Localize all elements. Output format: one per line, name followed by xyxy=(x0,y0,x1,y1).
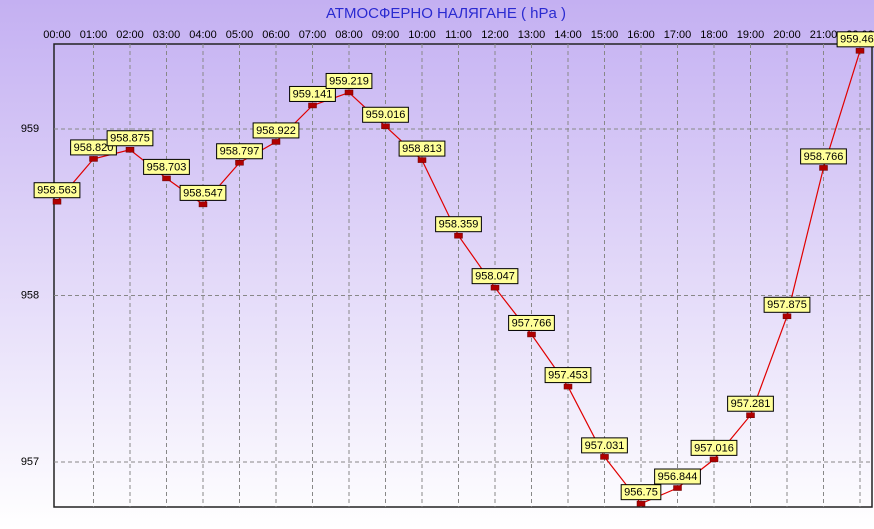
value-label-box xyxy=(654,468,701,485)
data-point xyxy=(381,123,390,130)
value-label: 959.016 xyxy=(366,109,406,121)
y-tick-label: 957 xyxy=(21,456,39,468)
data-point xyxy=(527,331,536,338)
data-point xyxy=(162,175,171,182)
value-label-box xyxy=(763,296,811,313)
data-point xyxy=(52,198,62,205)
data-point xyxy=(125,147,135,153)
value-label-box xyxy=(106,130,154,147)
value-label: 958.797 xyxy=(220,146,260,158)
value-label-box xyxy=(690,439,738,456)
value-label-box xyxy=(252,122,300,139)
value-label: 958.047 xyxy=(475,271,515,283)
value-label-box xyxy=(398,140,446,157)
value-label: 956.844 xyxy=(658,471,698,483)
value-label: 958.813 xyxy=(402,143,442,155)
x-tick-label: 19:00 xyxy=(737,29,765,41)
x-tick-label: 10:00 xyxy=(408,29,436,41)
data-point xyxy=(636,500,646,507)
value-label-box xyxy=(289,85,336,102)
value-label-box xyxy=(544,367,592,384)
value-label-box xyxy=(471,268,519,285)
x-tick-label: 16:00 xyxy=(627,29,655,41)
x-tick-label: 17:00 xyxy=(664,29,692,41)
plot-frame xyxy=(53,43,873,508)
data-point xyxy=(709,456,719,463)
data-point xyxy=(89,156,98,162)
value-label-box xyxy=(508,314,555,331)
chart-title: АТМОСФЕРНО НАЛЯГАНЕ ( hPa ) xyxy=(326,5,566,22)
value-label: 957.031 xyxy=(585,440,625,452)
value-label-box xyxy=(727,395,774,412)
value-label: 959.469 xyxy=(840,34,874,46)
value-label: 957.875 xyxy=(767,299,807,311)
value-label: 957.766 xyxy=(512,317,552,329)
x-tick-label: 06:00 xyxy=(262,29,290,41)
value-label: 958.547 xyxy=(183,187,223,199)
x-tick-label: 14:00 xyxy=(554,29,582,41)
data-point xyxy=(454,232,463,239)
x-tick-label: 03:00 xyxy=(153,29,181,41)
x-tick-label: 05:00 xyxy=(226,29,254,41)
x-tick-label: 12:00 xyxy=(481,29,509,41)
data-point xyxy=(782,313,792,320)
data-point xyxy=(563,383,573,390)
data-point xyxy=(417,157,427,163)
value-label: 958.820 xyxy=(74,142,114,154)
value-label-box xyxy=(179,184,227,201)
value-label-box xyxy=(216,143,263,160)
data-point xyxy=(490,284,500,291)
data-point xyxy=(746,412,755,418)
y-tick-label: 958 xyxy=(21,289,39,301)
value-label-box xyxy=(800,148,847,165)
value-label-box xyxy=(836,31,874,48)
value-label: 958.703 xyxy=(147,161,187,173)
x-tick-label: 00:00 xyxy=(43,29,71,41)
value-label: 958.359 xyxy=(439,219,479,231)
data-point xyxy=(344,89,354,96)
value-label: 958.875 xyxy=(110,133,150,145)
x-tick-label: 02:00 xyxy=(116,29,144,41)
value-label: 958.563 xyxy=(37,185,77,197)
value-label: 958.766 xyxy=(804,151,844,163)
value-label-box xyxy=(33,182,81,199)
value-label: 957.016 xyxy=(694,442,734,454)
value-label: 959.219 xyxy=(329,75,369,87)
x-tick-label: 01:00 xyxy=(80,29,108,41)
value-label-box xyxy=(435,216,482,233)
x-tick-label: 04:00 xyxy=(189,29,217,41)
data-point xyxy=(600,454,609,460)
value-label: 956.75 xyxy=(624,487,658,499)
value-label: 957.281 xyxy=(731,398,771,410)
x-tick-label: 20:00 xyxy=(773,29,801,41)
data-point xyxy=(235,159,244,166)
x-tick-label: 15:00 xyxy=(591,29,619,41)
value-label: 958.922 xyxy=(256,125,296,137)
data-point xyxy=(271,139,281,145)
x-tick-label: 13:00 xyxy=(518,29,546,41)
value-label-box xyxy=(581,437,628,454)
x-tick-label: 21:00 xyxy=(810,29,838,41)
x-tick-label: 09:00 xyxy=(372,29,400,41)
value-label-box xyxy=(620,484,662,501)
x-tick-label: 07:00 xyxy=(299,29,327,41)
y-tick-label: 959 xyxy=(21,123,39,135)
value-label: 957.453 xyxy=(548,369,588,381)
data-point xyxy=(855,48,865,54)
data-point xyxy=(308,102,317,109)
x-tick-label: 11:00 xyxy=(445,29,472,41)
value-label-box xyxy=(325,72,373,89)
x-tick-label: 08:00 xyxy=(335,29,363,41)
data-point xyxy=(198,201,208,208)
data-point xyxy=(819,165,828,171)
value-label-box xyxy=(362,106,409,123)
x-tick-label: 18:00 xyxy=(700,29,728,41)
value-label-box xyxy=(143,158,190,175)
value-label-box xyxy=(70,139,117,156)
value-label: 959.141 xyxy=(293,88,333,100)
data-point xyxy=(673,485,682,491)
